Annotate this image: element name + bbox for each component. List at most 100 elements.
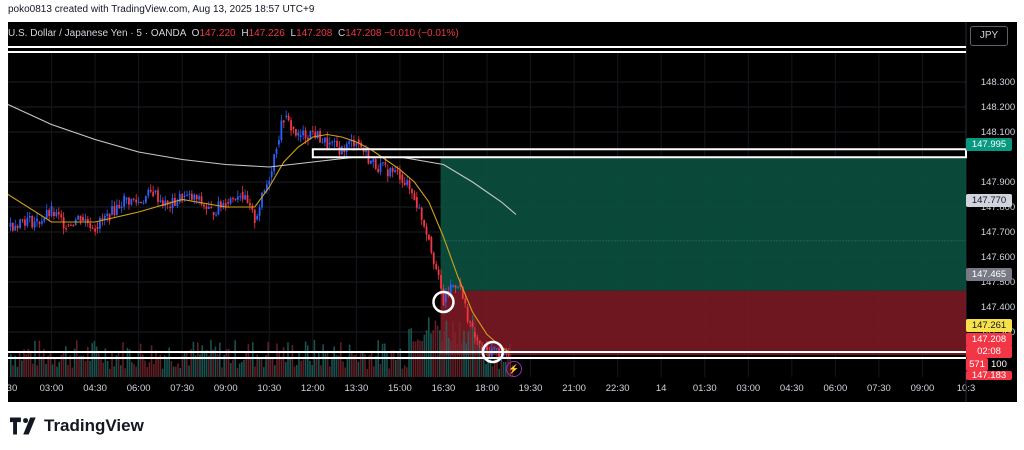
candle-body <box>149 189 152 192</box>
candle-body <box>171 197 174 209</box>
volume-bar <box>137 352 140 377</box>
volume-bar <box>40 356 43 377</box>
volume-bar <box>311 365 313 377</box>
volume-bar <box>456 343 459 377</box>
candle-body <box>219 201 222 208</box>
volume-bar <box>113 366 115 377</box>
x-tick-label: 07:30 <box>170 383 194 394</box>
candle-body <box>106 213 109 216</box>
candle-body <box>212 212 215 216</box>
candle-body <box>423 219 426 227</box>
candle-body <box>40 221 43 224</box>
candle-body <box>205 206 208 209</box>
candle-body <box>241 192 244 200</box>
candle-body <box>355 143 358 147</box>
volume-bar <box>289 357 291 377</box>
volume-bar <box>153 364 155 377</box>
candle-body <box>96 227 99 229</box>
candle-body <box>365 150 367 152</box>
volume-bar <box>166 358 168 377</box>
x-tick-label: 19:30 <box>519 383 543 394</box>
candle-body <box>268 180 271 185</box>
volume-bar <box>467 331 470 377</box>
volume-bar <box>236 367 239 377</box>
tradingview-logo-icon <box>10 417 36 435</box>
candle-body <box>176 202 179 206</box>
candle-body <box>113 206 116 216</box>
volume-bar <box>362 351 364 377</box>
candle-body <box>357 139 360 143</box>
volume-bar <box>32 363 34 377</box>
volume-bar <box>98 352 100 377</box>
volume-bar <box>502 361 505 377</box>
volume-bar <box>120 365 122 377</box>
candle-body <box>273 154 276 172</box>
volume-bar <box>280 358 283 377</box>
volume-bar <box>161 368 164 377</box>
candle-body <box>24 219 26 226</box>
candle-body <box>454 285 457 288</box>
candle-body <box>309 130 312 140</box>
candle-body <box>249 203 251 206</box>
price-chart[interactable]: 148.300148.200148.100147.900147.800147.7… <box>8 22 1017 402</box>
volume-bar <box>69 355 71 377</box>
candle-body <box>369 160 372 164</box>
volume-bar <box>56 366 58 377</box>
candle-body <box>437 269 440 275</box>
candle-body <box>26 217 29 226</box>
volume-bar <box>368 355 371 377</box>
volume-bar <box>304 341 307 377</box>
candle-body <box>469 321 471 323</box>
volume-bar <box>425 330 428 377</box>
candle-body <box>210 206 213 208</box>
volume-bar <box>355 354 357 377</box>
volume-bar <box>381 343 384 377</box>
profit-zone <box>440 158 966 291</box>
x-tick-label: 04:30 <box>780 383 804 394</box>
candle-body <box>244 195 246 200</box>
y-tick-label: 147.600 <box>981 252 1015 263</box>
volume-bar <box>340 342 342 377</box>
volume-bar <box>82 355 85 377</box>
price-tag-ma-fast: 147.261 <box>966 319 1012 332</box>
volume-bar <box>384 343 386 377</box>
price-tag-ma-slow: 147.770 <box>966 194 1012 207</box>
x-tick-label: 10:30 <box>257 383 281 394</box>
volume-bar <box>463 330 465 377</box>
x-tick-label: 09:00 <box>911 383 935 394</box>
volume-bar <box>348 344 351 377</box>
volume-bar <box>322 344 324 377</box>
candle-body <box>253 209 256 223</box>
candle-body <box>137 201 140 203</box>
candle-body <box>203 204 205 207</box>
candle-body <box>294 128 297 136</box>
volume-bar <box>373 366 375 377</box>
x-tick-label: 13:30 <box>344 383 368 394</box>
chart-area[interactable]: 148.300 148.200 148.100 147.900 147.800 147.7… <box>8 22 1017 402</box>
x-tick-label: 03:00 <box>40 383 64 394</box>
candle-body <box>440 274 442 289</box>
volume-bar <box>104 348 107 377</box>
volume-bar <box>159 354 162 377</box>
candle-body <box>229 198 232 204</box>
candle-body <box>457 286 459 288</box>
candle-body <box>28 215 31 218</box>
currency-button[interactable]: JPY <box>970 26 1008 46</box>
candle-body <box>111 206 113 215</box>
candle-body <box>384 162 387 165</box>
candle-body <box>195 194 198 200</box>
candle-body <box>181 194 184 202</box>
candle-body <box>435 264 438 270</box>
candle-body <box>413 193 416 201</box>
candle-body <box>287 115 290 121</box>
candle-body <box>135 199 138 203</box>
volume-bar <box>78 355 80 377</box>
candle-body <box>19 219 21 228</box>
candle-body <box>275 149 278 155</box>
volume-bar <box>10 354 12 377</box>
y-tick-label: 147.300 <box>981 327 1015 338</box>
brand-logo: TradingView <box>10 416 144 436</box>
flash-icon[interactable]: ⚡ <box>506 361 522 377</box>
x-tick-label: 12:00 <box>301 383 325 394</box>
candle-body <box>302 130 305 136</box>
